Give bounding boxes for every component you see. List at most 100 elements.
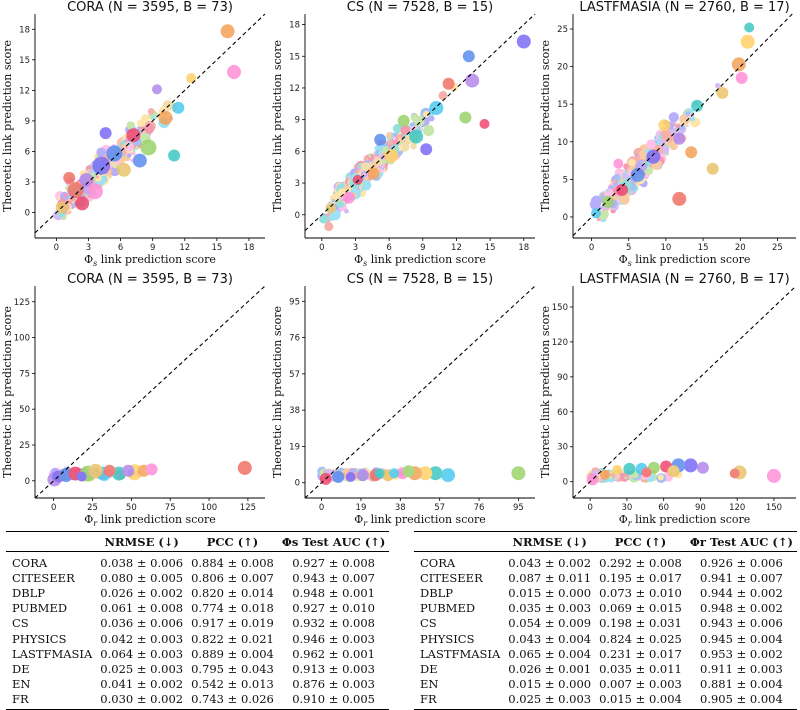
table-row: DBLP 0.026 ± 0.002 0.820 ± 0.014 0.948 ± 0.…	[6, 585, 389, 600]
table-row: CS 0.036 ± 0.006 0.917 ± 0.019 0.932 ± 0.00…	[6, 616, 389, 631]
x-tick-label: 50	[126, 503, 137, 513]
metric-value: 0.876 ± 0.003	[292, 677, 375, 692]
dataset-name: CITESEER	[12, 570, 75, 585]
metric-value: 0.292 ± 0.008	[599, 555, 682, 570]
chart-title: CS (N = 7528, B = 15)	[347, 0, 493, 15]
point	[606, 189, 609, 192]
data-point	[63, 171, 76, 184]
metric-value: 0.038 ± 0.006	[100, 555, 184, 570]
y-tick-label: 120	[552, 338, 568, 348]
dataset-name: EN	[420, 677, 439, 692]
x-tick-label: 100	[201, 503, 217, 513]
data-point	[67, 182, 84, 199]
subplot-1: CORA (N = 3595, B = 73) 0 3 6 9 12 15 18 0 3 6 9 12 1…	[1, 0, 266, 268]
point	[130, 158, 134, 163]
identity-line	[304, 285, 536, 499]
y-tick-label: 90	[557, 373, 568, 383]
data-point	[672, 191, 687, 206]
data-point	[92, 156, 111, 175]
metric-value: 0.025 ± 0.003	[100, 661, 184, 676]
metric-value: 0.036 ± 0.006	[100, 616, 184, 631]
y-tick-label: 75	[19, 369, 30, 379]
y-tick-label: 0	[563, 478, 568, 488]
point	[358, 164, 361, 167]
identity-line	[572, 13, 793, 237]
y-tick-label: 20	[557, 63, 568, 73]
y-tick-label: 25	[557, 25, 568, 35]
point	[343, 208, 349, 214]
point	[360, 162, 370, 172]
data-point	[75, 196, 90, 211]
data-point	[374, 133, 387, 146]
chart-title: CS (N = 7528, B = 15)	[347, 272, 493, 287]
metric-value: 0.932 ± 0.008	[292, 616, 375, 631]
data-point	[342, 191, 355, 204]
point	[689, 116, 695, 122]
data-point	[103, 464, 116, 477]
point	[646, 139, 656, 149]
metric-value: 0.913 ± 0.003	[292, 661, 375, 676]
y-tick-label: 19	[289, 442, 300, 452]
data-point	[599, 469, 610, 480]
y-axis-label: Theoretic link prediction score	[271, 306, 284, 478]
data-point	[99, 127, 112, 140]
metric-value: 0.884 ± 0.008	[191, 555, 274, 570]
data-points	[591, 22, 755, 219]
y-tick-label: 6	[25, 147, 30, 157]
metric-value: 0.910 ± 0.005	[277, 691, 390, 710]
point	[634, 154, 638, 157]
point	[144, 123, 155, 134]
metric-value: 0.943 ± 0.006	[700, 616, 783, 631]
data-point	[716, 86, 729, 99]
data-point	[122, 464, 135, 477]
metric-value: 0.962 ± 0.001	[292, 646, 375, 661]
table-row: CORA 0.038 ± 0.006 0.884 ± 0.008 0.927 ± 0.…	[6, 552, 389, 571]
y-axis-label: Theoretic link prediction score	[1, 40, 14, 212]
point	[657, 474, 664, 481]
data-point	[511, 466, 526, 481]
table-row: PUBMED 0.035 ± 0.003 0.069 ± 0.015 0.948 ± …	[414, 601, 797, 616]
data-point	[384, 148, 399, 163]
metric-value: 0.035 ± 0.003	[508, 601, 592, 616]
metric-value: 0.198 ± 0.031	[599, 616, 682, 631]
y-tick-label: 95	[289, 297, 300, 307]
metric-value: 0.035 ± 0.011	[599, 661, 682, 676]
dataset-name: CORA	[420, 555, 456, 570]
point	[413, 115, 425, 127]
x-tick-label: 15	[485, 243, 496, 253]
x-tick-label: 76	[474, 503, 485, 513]
y-tick-label: 12	[19, 86, 30, 96]
data-points	[319, 465, 526, 485]
table-row: CITESEER 0.080 ± 0.005 0.806 ± 0.007 0.943 …	[6, 570, 389, 585]
x-tick-label: 120	[729, 503, 745, 513]
y-axis-label: Theoretic link prediction score	[1, 306, 14, 478]
point	[88, 169, 93, 174]
x-tick-label: 19	[356, 503, 367, 513]
point	[668, 112, 679, 123]
x-tick-label: 12	[451, 243, 462, 253]
data-point	[462, 50, 475, 63]
data-point	[186, 73, 197, 84]
point	[86, 165, 92, 171]
y-tick-label: 0	[295, 479, 300, 489]
metric-value: 0.073 ± 0.010	[599, 585, 682, 600]
x-tick-label: 15	[211, 243, 222, 253]
table-row: EN 0.041 ± 0.002 0.542 ± 0.013 0.876 ± 0.00…	[6, 677, 389, 692]
data-point	[630, 167, 645, 182]
metric-value: 0.806 ± 0.007	[191, 570, 274, 585]
data-point	[479, 118, 490, 129]
data-point	[685, 146, 698, 159]
data-point	[172, 101, 185, 114]
metric-value: 0.061 ± 0.008	[100, 601, 184, 616]
column-header	[6, 531, 97, 552]
table-row: DBLP 0.015 ± 0.000 0.073 ± 0.010 0.944 ± 0.…	[414, 585, 797, 600]
metric-value: 0.953 ± 0.002	[700, 646, 783, 661]
point	[683, 122, 687, 126]
metric-value: 0.069 ± 0.015	[599, 601, 682, 616]
data-point	[683, 458, 698, 473]
point	[410, 143, 417, 150]
identity-line	[34, 285, 266, 499]
point	[624, 476, 628, 480]
data-point	[646, 149, 661, 164]
point	[328, 214, 336, 221]
